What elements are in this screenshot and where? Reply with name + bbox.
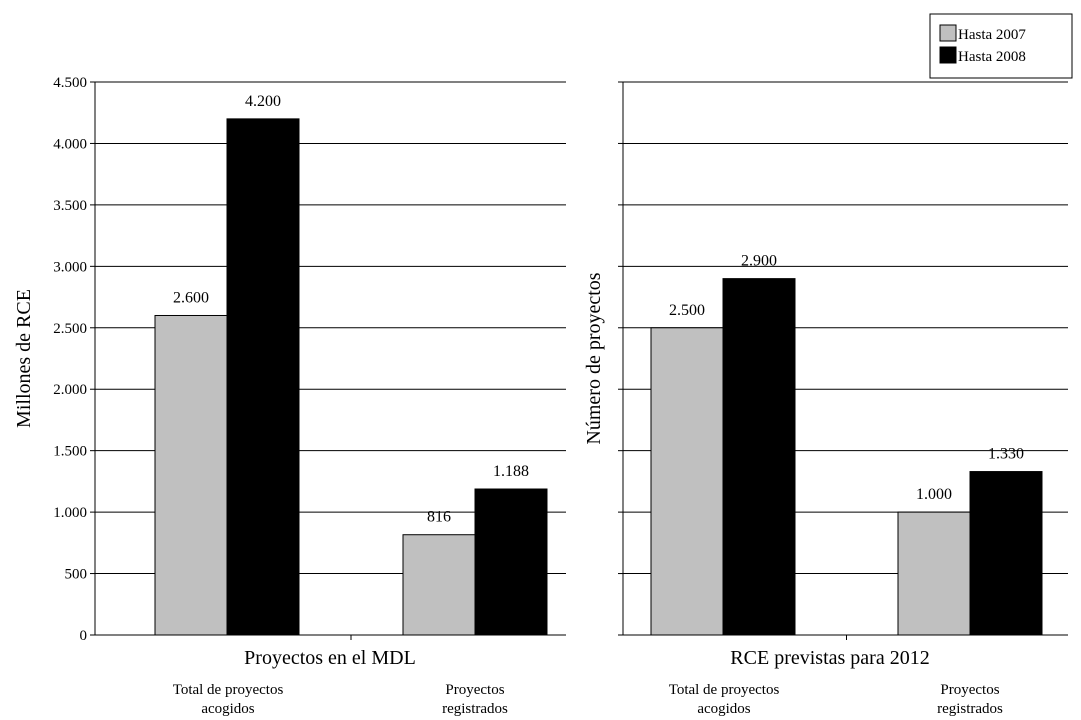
legend: Hasta 2007 Hasta 2008 [929,13,1073,79]
legend-label-hasta-2007: Hasta 2007 [958,27,1026,43]
y-axis-title: Número de proyectos [583,272,605,444]
y-tick-label: 1.000 [53,505,87,521]
bar-hasta-2007-total-de-proyectos-acogidos [650,327,724,636]
y-tick-label: 3.000 [53,259,87,275]
x-axis-title: RCE previstas para 2012 [730,647,929,669]
bar-hasta-2008-total-de-proyectos-acogidos [226,118,300,636]
data-label-hasta-2007-total-de-proyectos-acogidos: 2.500 [669,302,705,319]
left-panel: 0 500 1.000 1.500 2.000 2.500 3.000 3.500 4.000 4… [13,75,566,717]
data-label-hasta-2008-total-de-proyectos-acogidos: 2.900 [741,253,777,270]
right-panel: 2.500 2.900 1.000 1.330 Número de proyectos R… [583,81,1068,717]
data-label-hasta-2008-proyectos-registrados: 1.188 [493,463,529,480]
category-label-proyectos-registrados: Proyectos registrados [937,682,1003,717]
bar-hasta-2008-proyectos-registrados [474,488,548,636]
data-label-hasta-2007-total-de-proyectos-acogidos: 2.600 [173,289,209,306]
legend-frame [929,13,1073,79]
y-axis-title: Millones de RCE [13,289,35,428]
category-label-total-de-proyectos-acogidos: Total de proyectos acogidos [669,682,780,717]
bar-hasta-2008-proyectos-registrados [969,471,1043,636]
bar-hasta-2007-proyectos-registrados [897,511,971,636]
y-tick-label: 500 [65,567,88,583]
x-axis-title: Proyectos en el MDL [244,647,416,669]
y-tick-label: 2.000 [53,382,87,398]
bar-hasta-2008-total-de-proyectos-acogidos [722,278,796,636]
y-tick-label: 3.500 [53,198,87,214]
bar-hasta-2007-total-de-proyectos-acogidos [154,314,228,636]
y-tick-label: 1.500 [53,444,87,460]
legend-swatch-hasta-2008 [939,46,957,64]
y-tick-label: 4.500 [53,75,87,91]
data-label-hasta-2007-proyectos-registrados: 816 [427,509,451,526]
legend-label-hasta-2008: Hasta 2008 [958,49,1026,65]
y-tick-label: 4.000 [53,136,87,152]
y-tick-label: 2.500 [53,321,87,337]
y-tick-label: 0 [80,628,88,644]
bar-hasta-2007-proyectos-registrados [402,534,476,636]
data-label-hasta-2007-proyectos-registrados: 1.000 [916,486,952,503]
category-label-total-de-proyectos-acogidos: Total de proyectos acogidos [173,682,284,717]
legend-swatch-hasta-2007 [939,24,957,42]
data-label-hasta-2008-total-de-proyectos-acogidos: 4.200 [245,93,281,110]
category-label-proyectos-registrados: Proyectos registrados [442,682,508,717]
data-label-hasta-2008-proyectos-registrados: 1.330 [988,446,1024,463]
